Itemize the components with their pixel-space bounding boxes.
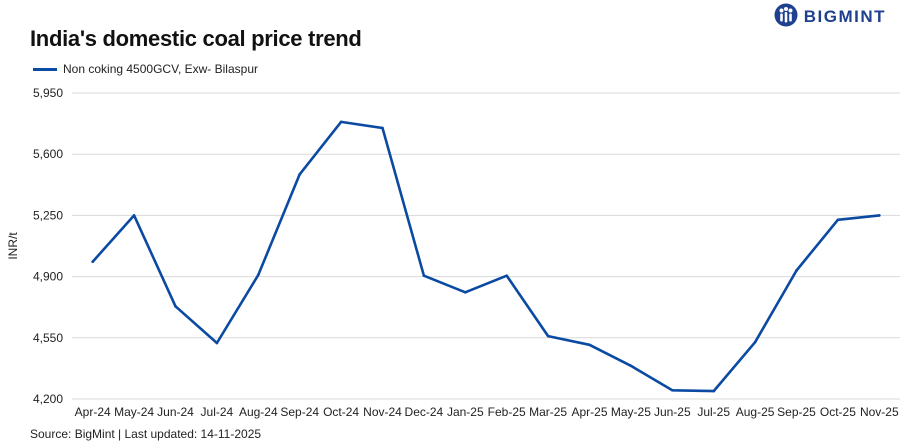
y-axis-title: INR/t: [6, 232, 20, 260]
data-point: [464, 291, 467, 294]
data-point: [381, 126, 384, 130]
data-point: [339, 120, 343, 124]
x-tick-label: Apr-25: [571, 405, 607, 419]
data-point: [422, 274, 426, 278]
x-tick-label: Jan-25: [447, 405, 484, 419]
data-point: [629, 364, 633, 368]
data-point: [215, 341, 219, 345]
data-point: [546, 334, 550, 338]
x-tick-label: May-25: [611, 405, 651, 419]
source-note: Source: BigMint | Last updated: 14-11-20…: [30, 427, 262, 441]
legend-swatch: [33, 67, 57, 71]
chart-legend: Non coking 4500GCV, Exw- Bilaspur: [33, 62, 258, 76]
x-tick-label: May-24: [114, 405, 154, 419]
x-tick-label: Aug-24: [239, 405, 278, 419]
legend-label: Non coking 4500GCV, Exw- Bilaspur: [63, 62, 258, 76]
data-point: [174, 305, 177, 308]
x-tick-label: Jun-24: [157, 405, 194, 419]
x-tick-label: Dec-24: [405, 405, 444, 419]
y-tick-label: 4,900: [33, 270, 63, 284]
data-point: [257, 273, 260, 277]
brand-logo: BIGMINT: [774, 3, 886, 32]
data-point: [836, 218, 840, 222]
data-point: [298, 173, 302, 176]
chart-title: India's domestic coal price trend: [30, 26, 362, 51]
x-tick-label: Oct-24: [323, 405, 359, 419]
data-point: [753, 340, 757, 344]
x-tick-label: Jul-25: [697, 405, 730, 419]
x-tick-label: Mar-25: [529, 405, 567, 419]
y-tick-label: 5,600: [33, 147, 63, 161]
x-tick-label: Aug-25: [736, 405, 775, 419]
bigmint-logo-icon: [774, 3, 798, 32]
x-tick-label: Jun-25: [654, 405, 691, 419]
data-point: [588, 343, 591, 347]
y-tick-label: 5,250: [33, 208, 63, 222]
x-tick-label: Sep-24: [280, 405, 319, 419]
data-point: [132, 214, 136, 217]
data-point: [505, 274, 509, 278]
x-tick-label: Jul-24: [201, 405, 234, 419]
x-tick-label: Apr-24: [75, 405, 111, 419]
data-point: [712, 389, 715, 393]
x-tick-label: Nov-24: [363, 405, 402, 419]
y-tick-label: 5,950: [33, 86, 63, 100]
data-point: [878, 214, 881, 217]
data-point: [795, 269, 798, 272]
series-line: [91, 120, 881, 393]
x-tick-label: Sep-25: [777, 405, 816, 419]
brand-name: BIGMINT: [803, 7, 886, 26]
data-point: [671, 388, 674, 392]
x-tick-label: Oct-25: [820, 405, 856, 419]
x-tick-label: Feb-25: [488, 405, 526, 419]
y-tick-label: 4,200: [33, 392, 63, 406]
x-tick-label: Nov-25: [860, 405, 899, 419]
data-point: [91, 260, 94, 264]
y-tick-label: 4,550: [33, 331, 63, 345]
